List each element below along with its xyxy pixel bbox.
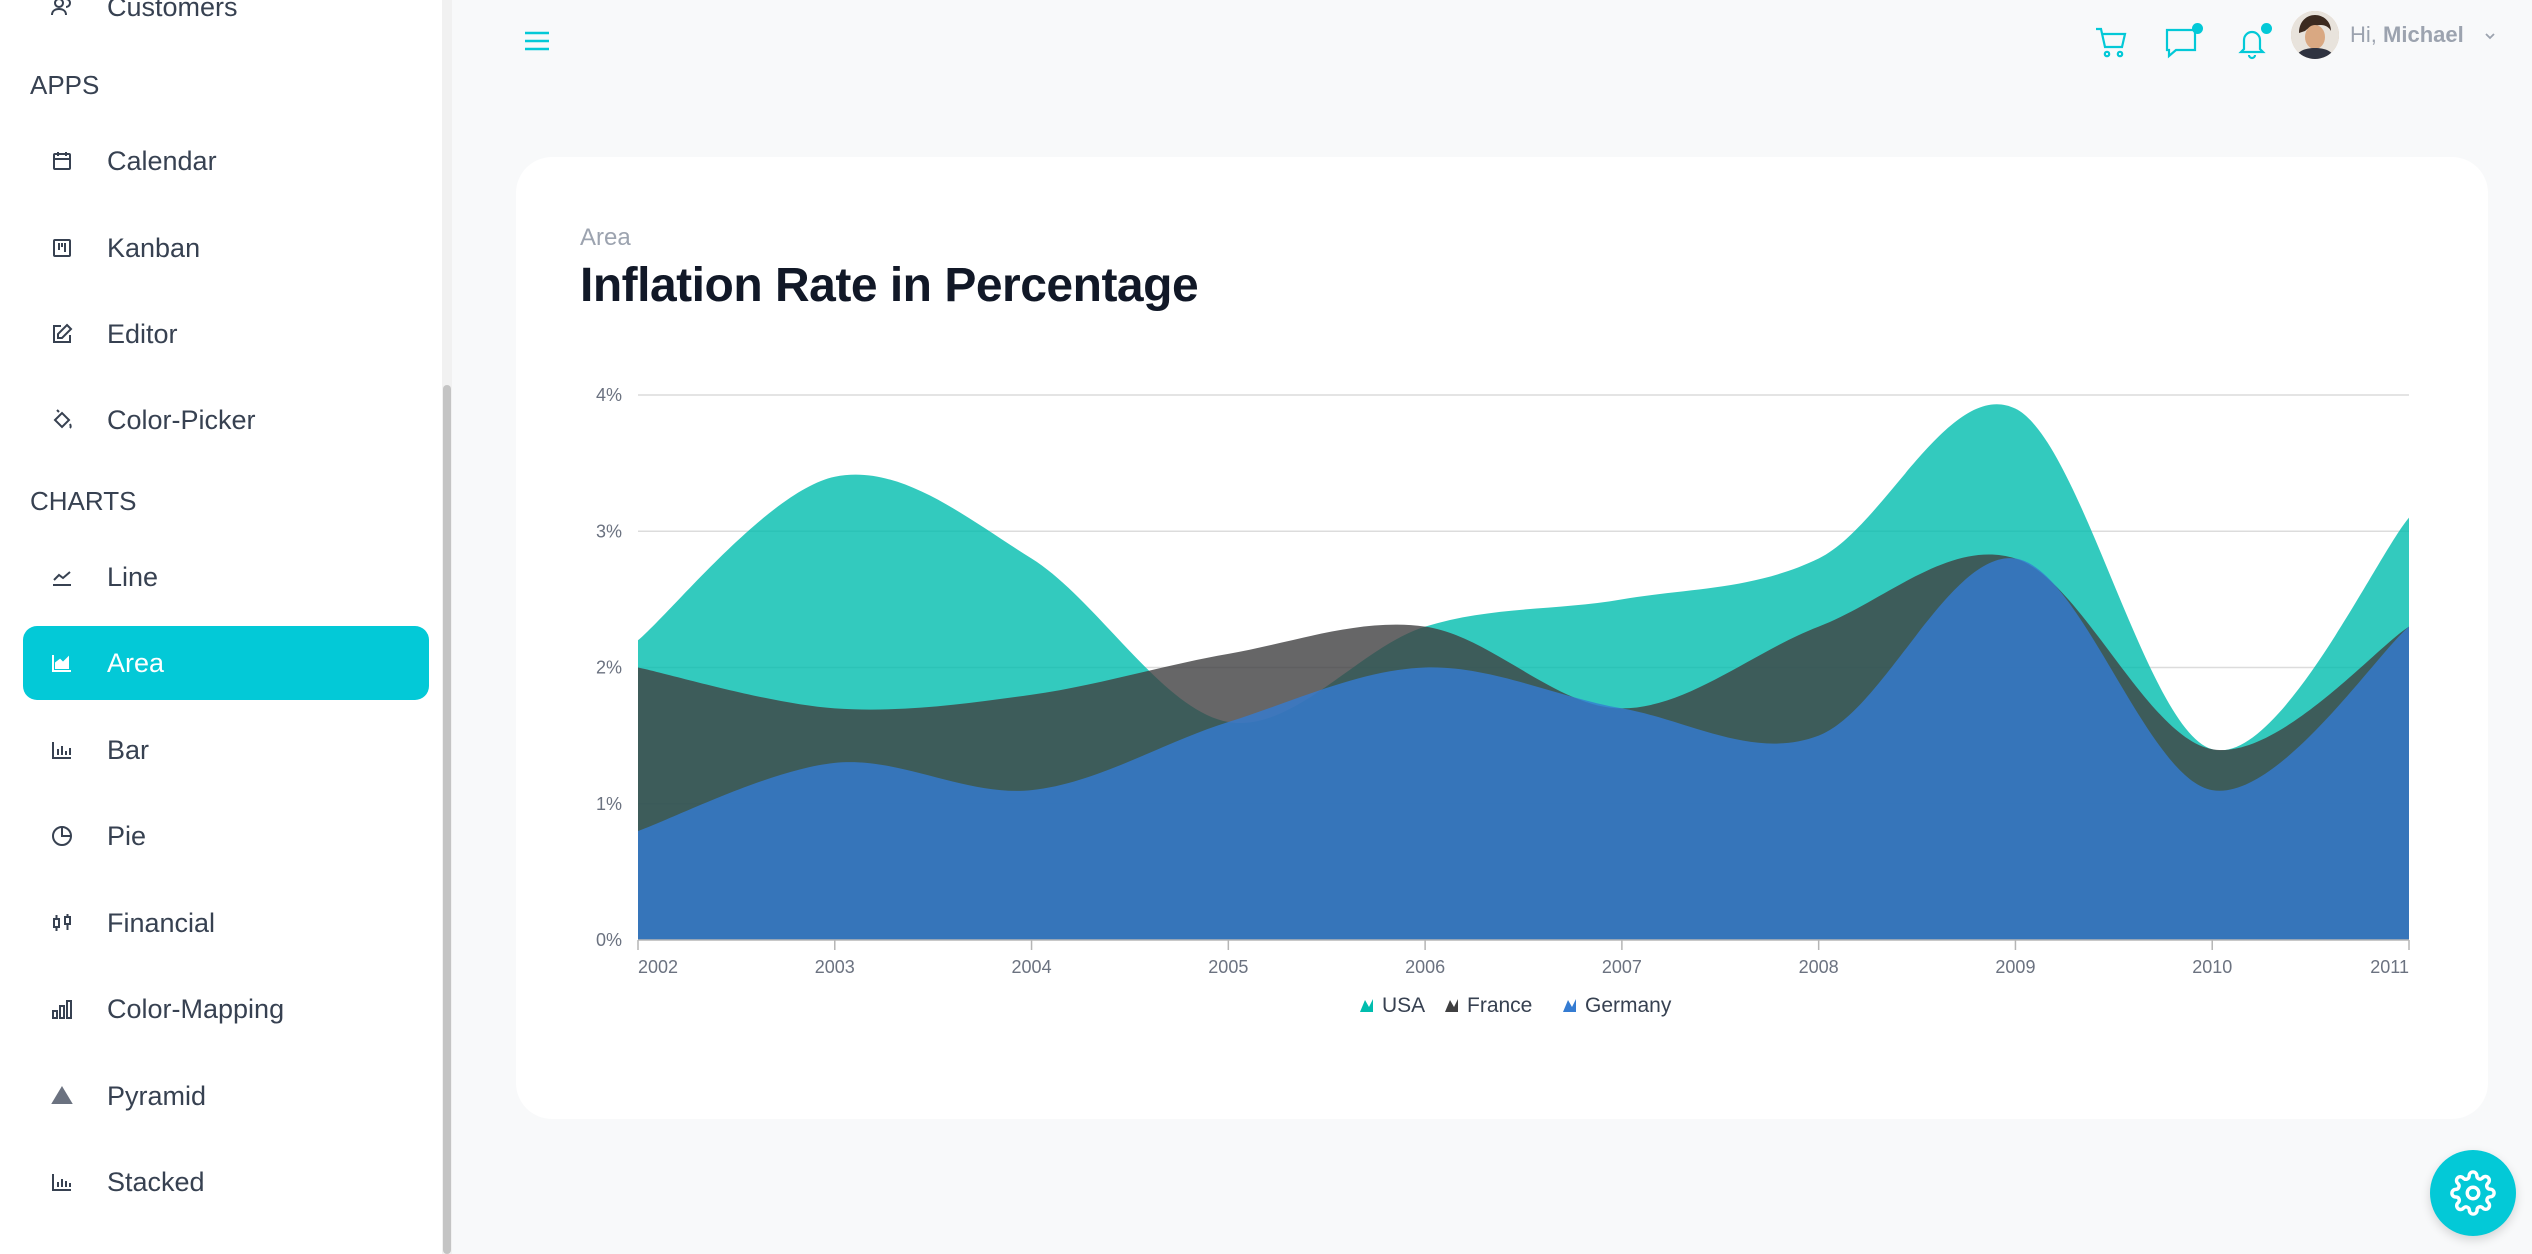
sidebar-item-color-mapping[interactable]: Color-Mapping (23, 972, 429, 1046)
greeting-text: Hi, (2350, 22, 2377, 47)
section-title-apps: APPS (30, 70, 100, 100)
sidebar-item-label: Color-Mapping (107, 993, 285, 1024)
legend-icon-germany (1563, 999, 1576, 1012)
card-subtitle: Area (580, 224, 631, 251)
sidebar-item-customers[interactable]: Customers (23, 0, 429, 44)
line-chart-icon (47, 562, 77, 592)
legend-label-france: France (1467, 994, 1532, 1017)
settings-button[interactable] (2430, 1150, 2516, 1236)
x-tick-label: 2002 (638, 957, 678, 977)
sidebar-item-label: Customers (107, 0, 238, 22)
kanban-icon (47, 233, 77, 263)
sidebar-scrollbar[interactable] (442, 0, 452, 1254)
legend-icon-usa (1360, 999, 1373, 1012)
y-tick-label: 4% (596, 385, 622, 405)
sidebar-item-label: Financial (107, 907, 216, 938)
bar-levels-icon (47, 994, 77, 1024)
calendar-icon (47, 146, 77, 176)
sidebar-item-stacked[interactable]: Stacked (23, 1145, 429, 1219)
x-tick-label: 2007 (1602, 957, 1642, 977)
sidebar-item-pyramid[interactable]: Pyramid (23, 1059, 429, 1133)
x-tick-label: 2010 (2192, 957, 2232, 977)
sidebar-item-color-picker[interactable]: Color-Picker (23, 383, 429, 457)
user-greeting[interactable]: Hi, Michael (2350, 22, 2464, 48)
area-series-germany (638, 558, 2409, 940)
x-tick-label: 2011 (2370, 957, 2409, 977)
sidebar-item-bar[interactable]: Bar (23, 713, 429, 787)
area-chart-icon (47, 648, 77, 678)
user-name: Michael (2383, 22, 2464, 47)
legend-icon-france (1445, 999, 1458, 1012)
sidebar-item-kanban[interactable]: Kanban (23, 211, 429, 285)
sidebar-item-label: Bar (107, 734, 150, 765)
sidebar-item-calendar[interactable]: Calendar (23, 124, 429, 198)
x-tick-label: 2005 (1208, 957, 1248, 977)
section-title-charts: CHARTS (30, 486, 137, 516)
pie-chart-icon (47, 821, 77, 851)
candlestick-icon (47, 908, 77, 938)
y-tick-label: 3% (596, 521, 622, 541)
chevron-down-icon[interactable] (2482, 28, 2498, 44)
x-tick-label: 2009 (1995, 957, 2035, 977)
page-title: Inflation Rate in Percentage (580, 259, 1199, 312)
legend-label-germany: Germany (1585, 994, 1672, 1017)
cart-button[interactable] (2092, 22, 2132, 62)
area-chart: 0% 1% 2% 3% 4% 2002 2003 2004 2005 2006 2007 2008 20… (596, 385, 2410, 1017)
sidebar-scrollbar-thumb[interactable] (443, 385, 451, 1254)
paint-bucket-icon (47, 405, 77, 435)
chat-notification-dot (2192, 23, 2203, 34)
y-tick-label: 2% (596, 658, 622, 678)
legend-label-usa: USA (1382, 994, 1425, 1017)
sidebar-item-pie[interactable]: Pie (23, 799, 429, 873)
y-tick-label: 0% (596, 930, 622, 950)
bell-notification-dot (2261, 23, 2272, 34)
sidebar-item-line[interactable]: Line (23, 540, 429, 614)
sidebar: Customers APPS Calendar Kanban Editor Co… (0, 0, 452, 1254)
sidebar-item-financial[interactable]: Financial (23, 886, 429, 960)
sidebar-item-label: Editor (107, 318, 178, 349)
pyramid-icon (47, 1081, 77, 1111)
sidebar-item-editor[interactable]: Editor (23, 297, 429, 371)
menu-button[interactable] (520, 24, 554, 58)
y-tick-label: 1% (596, 794, 622, 814)
x-tick-label: 2008 (1799, 957, 1839, 977)
sidebar-item-label: Pie (107, 820, 147, 851)
x-tick-label: 2006 (1405, 957, 1445, 977)
edit-icon (47, 319, 77, 349)
sidebar-item-label: Color-Picker (107, 404, 256, 435)
sidebar-item-area[interactable]: Area (23, 626, 429, 700)
sidebar-item-label: Kanban (107, 232, 201, 263)
sidebar-item-label: Area (107, 647, 165, 678)
notification-button[interactable] (2232, 22, 2272, 62)
x-tick-label: 2003 (815, 957, 855, 977)
stacked-chart-icon (47, 1167, 77, 1197)
avatar[interactable] (2291, 11, 2339, 59)
gear-icon (2450, 1170, 2496, 1216)
sidebar-item-label: Calendar (107, 145, 217, 176)
menu-icon (525, 31, 549, 51)
x-tick-label: 2004 (1012, 957, 1052, 977)
sidebar-item-label: Line (107, 561, 159, 592)
user-avatar-icon (2291, 11, 2339, 59)
bar-chart-icon (47, 735, 77, 765)
bell-icon (2238, 30, 2266, 60)
sidebar-item-label: Pyramid (107, 1080, 207, 1111)
cart-icon (2096, 27, 2127, 58)
customers-icon (47, 0, 77, 22)
sidebar-item-label: Stacked (107, 1166, 205, 1197)
